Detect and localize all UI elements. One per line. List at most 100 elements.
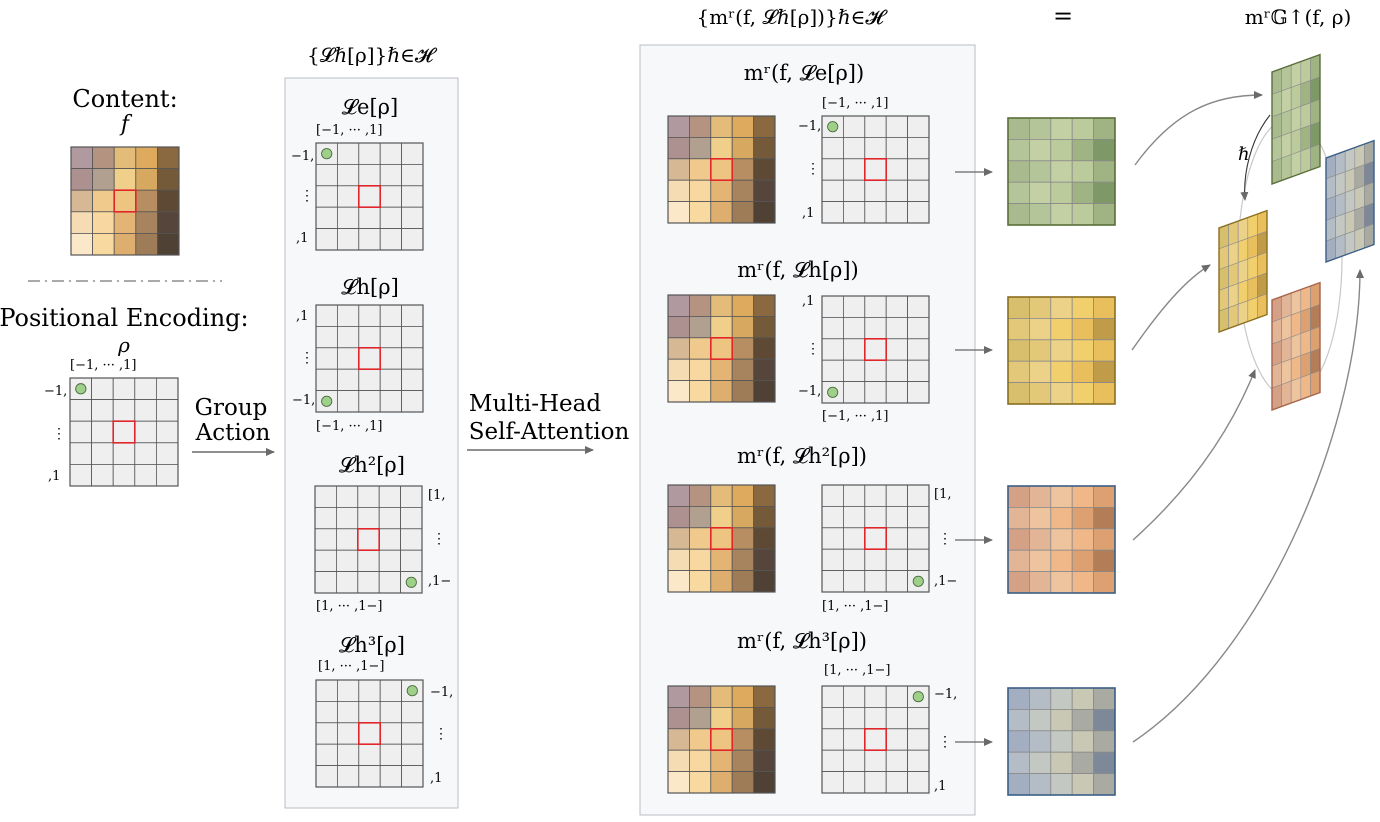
grid-cell xyxy=(1029,730,1052,753)
grid-cell xyxy=(113,189,137,213)
center-highlight xyxy=(709,727,733,751)
grid-cell xyxy=(379,163,403,187)
grid-cell xyxy=(358,743,381,767)
grid-cell xyxy=(135,189,158,213)
grid-cell xyxy=(91,399,114,422)
grid-cell xyxy=(314,549,337,573)
grid-border xyxy=(1007,117,1116,226)
grid-cell xyxy=(92,146,115,170)
grid-cell xyxy=(753,294,776,317)
stack-cell xyxy=(1281,131,1292,159)
grid-cell xyxy=(91,463,114,487)
stack-cell xyxy=(1237,237,1249,264)
grid-cell xyxy=(1050,528,1073,551)
stack-orange xyxy=(1271,281,1321,411)
grid-cell xyxy=(821,548,844,572)
grid-cell xyxy=(1071,709,1094,732)
grid-cell xyxy=(1071,339,1094,362)
grid-cell xyxy=(821,136,844,160)
grid-cell xyxy=(885,115,909,138)
grid-cell xyxy=(400,549,423,573)
group-action-line1: Group xyxy=(195,395,268,421)
grid-border xyxy=(315,304,424,413)
attn-block-1: mʳ(f, 𝓛h[ρ]) ,1 ⋮ −1, [−1, ··· ,1] xyxy=(737,258,888,424)
grid-cell xyxy=(689,484,712,507)
grid-cell xyxy=(667,158,690,181)
grid-cell xyxy=(336,304,360,327)
stack-cell xyxy=(1228,241,1239,267)
grid-cell xyxy=(1029,360,1052,384)
stack-border xyxy=(1271,53,1321,185)
grid-cell xyxy=(864,771,887,794)
lifted-side-c: −1, xyxy=(292,393,315,408)
curve-arrow-green xyxy=(1134,91,1263,166)
attn-encoding-grid-2 xyxy=(821,484,930,593)
grid-cell xyxy=(1093,549,1116,573)
grid-cell xyxy=(1093,339,1116,362)
grid-cell xyxy=(753,749,776,773)
grid-cell xyxy=(1029,571,1052,594)
grid-cell xyxy=(357,506,380,530)
attn-side-b: ⋮ xyxy=(806,341,820,357)
lifted-block-0: 𝓛e[ρ] [−1, ··· ,1] −1, ⋮ ,1 xyxy=(291,95,398,246)
grid-cell xyxy=(821,484,844,507)
grid-cell xyxy=(821,359,844,383)
grid-cell xyxy=(315,722,338,745)
stack-cell xyxy=(1271,296,1282,323)
grid-border xyxy=(70,146,180,256)
stack-cell xyxy=(1290,333,1302,360)
grid-cell xyxy=(112,420,136,444)
grid-cell xyxy=(1029,687,1052,710)
grid-cell xyxy=(1071,160,1094,183)
attn-content-grid-0 xyxy=(667,115,776,224)
grid-cell xyxy=(710,294,733,317)
grid-cell xyxy=(358,325,381,349)
grid-cell xyxy=(753,707,776,730)
grid-cell xyxy=(1029,160,1052,183)
attn-side-b: ⋮ xyxy=(938,734,952,750)
grid-cell xyxy=(1071,382,1094,405)
grid-cell xyxy=(843,484,866,507)
grid-cell xyxy=(357,571,380,594)
grid-cell xyxy=(710,771,733,794)
grid-cell xyxy=(907,484,930,507)
grid-cell xyxy=(710,484,733,507)
grid-cell xyxy=(689,505,712,529)
grid-cell xyxy=(113,232,137,256)
grid-cell xyxy=(864,484,887,507)
grid-cell xyxy=(843,136,866,160)
mhsa-line2: Self-Attention xyxy=(469,419,630,445)
stack-cell xyxy=(1300,124,1311,152)
grid-cell xyxy=(113,146,137,170)
lifted-bottom-axis: [1, ··· ,1−] xyxy=(316,599,383,614)
grid-cell xyxy=(70,168,94,191)
equals-sign: = xyxy=(1053,2,1073,30)
stack-cell xyxy=(1344,188,1356,214)
grid-cell xyxy=(864,707,887,730)
stack-cell xyxy=(1281,109,1292,137)
grid-cell xyxy=(864,685,887,708)
grid-cell xyxy=(1029,528,1052,551)
grid-cell xyxy=(1029,339,1052,362)
grid-cell xyxy=(358,368,381,392)
grid-cell xyxy=(401,743,424,767)
attn-side-a: ,1 xyxy=(802,294,814,309)
grid-border xyxy=(821,115,930,224)
origin-marker xyxy=(827,386,839,398)
grid-cell xyxy=(821,295,844,318)
grid-cell xyxy=(1029,485,1052,508)
grid-cell xyxy=(731,115,755,138)
grid-cell xyxy=(1093,138,1116,162)
grid-cell xyxy=(843,707,866,730)
grid-cell xyxy=(1029,317,1052,341)
center-highlight xyxy=(357,346,381,370)
grid-cell xyxy=(843,381,866,404)
grid-cell xyxy=(885,570,909,593)
grid-cell xyxy=(864,338,887,361)
stack-cell xyxy=(1364,160,1375,187)
grid-cell xyxy=(314,528,337,551)
grid-cell xyxy=(689,548,712,572)
blue-output-grid xyxy=(1007,687,1116,796)
grid-cell xyxy=(69,420,93,444)
grid-cell xyxy=(885,771,909,794)
